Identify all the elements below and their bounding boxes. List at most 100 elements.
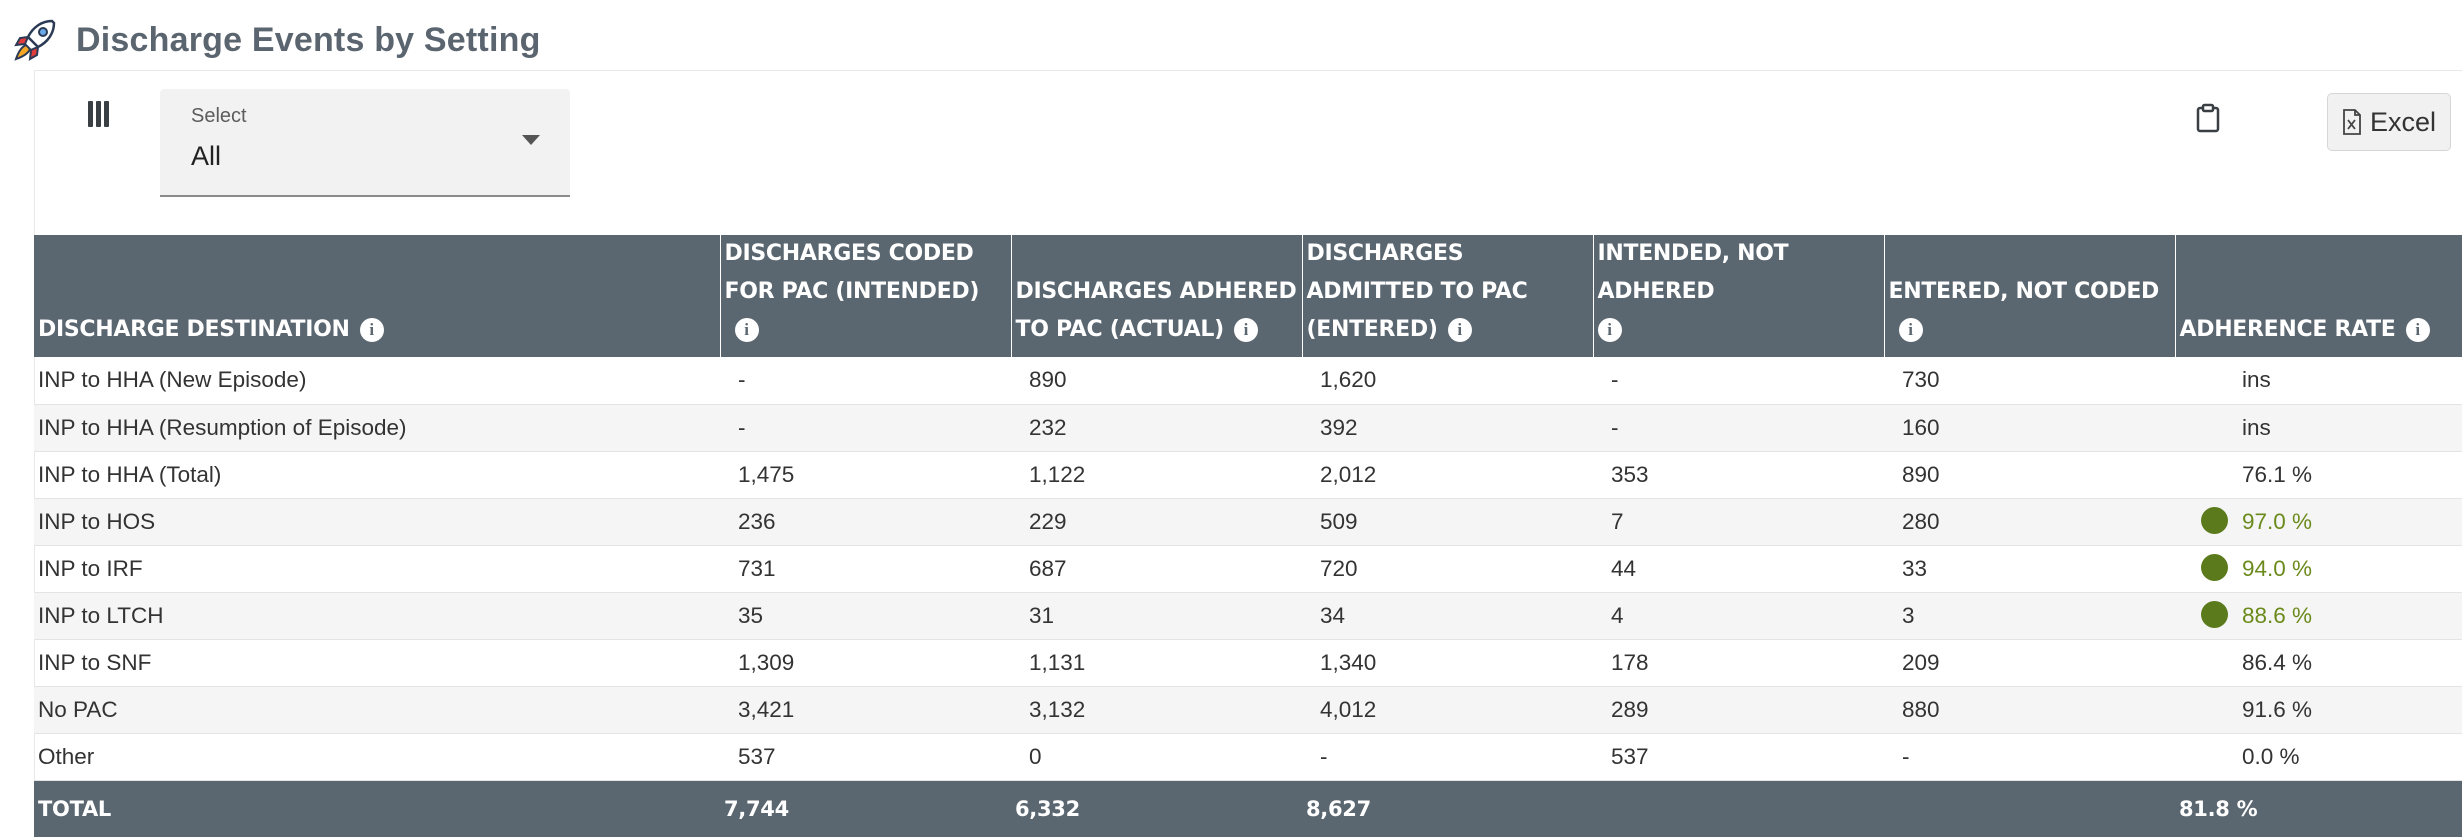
- page-header: Discharge Events by Setting: [12, 8, 541, 72]
- cell-destination: INP to HOS: [34, 498, 720, 545]
- cell-entered: 720: [1302, 545, 1593, 592]
- total-not-adhered: [1593, 780, 1884, 837]
- cell-adherence-rate: 97.0 %: [2175, 498, 2462, 545]
- excel-export-button[interactable]: Excel: [2327, 93, 2451, 151]
- cell-not-coded: 33: [1884, 545, 2175, 592]
- cell-entered: 34: [1302, 592, 1593, 639]
- cell-actual: 232: [1011, 404, 1302, 451]
- cell-not-coded: 280: [1884, 498, 2175, 545]
- table-row: Other 537 0-537-0.0 %: [34, 733, 2462, 780]
- cell-intended: -: [720, 404, 1011, 451]
- column-header-entered[interactable]: DISCHARGES ADMITTED TO PAC (ENTERED) i: [1302, 235, 1593, 357]
- cell-actual: 1,131: [1011, 639, 1302, 686]
- columns-icon[interactable]: [88, 101, 110, 127]
- excel-button-label: Excel: [2370, 107, 2436, 138]
- excel-file-icon: [2342, 109, 2362, 135]
- column-header-intended[interactable]: DISCHARGES CODED FOR PAC (INTENDED)i: [720, 235, 1011, 357]
- info-icon[interactable]: i: [1899, 318, 1923, 342]
- cell-intended: 731: [720, 545, 1011, 592]
- cell-destination: Other: [34, 733, 720, 780]
- table-row: INP to HOS 236 229 509 7 280 97.0 %: [34, 498, 2462, 545]
- column-header-not-adhered[interactable]: INTENDED, NOT ADHERED i: [1593, 235, 1884, 357]
- column-header-adherence-rate[interactable]: ADHERENCE RATE i: [2175, 235, 2462, 357]
- cell-intended: 35: [720, 592, 1011, 639]
- cell-entered: 1,620: [1302, 357, 1593, 404]
- cell-actual: 0: [1011, 733, 1302, 780]
- cell-not-adhered: -: [1593, 404, 1884, 451]
- cell-not-adhered: 44: [1593, 545, 1884, 592]
- total-adherence-rate: 81.8 %: [2175, 780, 2462, 837]
- cell-destination: INP to SNF: [34, 639, 720, 686]
- total-entered: 8,627: [1302, 780, 1593, 837]
- cell-intended: 236: [720, 498, 1011, 545]
- cell-not-coded: 890: [1884, 451, 2175, 498]
- cell-not-coded: 160: [1884, 404, 2175, 451]
- cell-intended: 1,475: [720, 451, 1011, 498]
- status-dot-icon: [2201, 554, 2228, 581]
- cell-entered: 509: [1302, 498, 1593, 545]
- cell-entered: -: [1302, 733, 1593, 780]
- cell-actual: 31: [1011, 592, 1302, 639]
- cell-not-adhered: 7: [1593, 498, 1884, 545]
- column-header-actual[interactable]: DISCHARGES ADHERED TO PAC (ACTUAL) i: [1011, 235, 1302, 357]
- cell-actual: 1,122: [1011, 451, 1302, 498]
- info-icon[interactable]: i: [1448, 318, 1472, 342]
- clipboard-icon[interactable]: [2196, 103, 2220, 133]
- rocket-icon: [12, 17, 58, 63]
- table-row: INP to HHA (Resumption of Episode) -232 39…: [34, 404, 2462, 451]
- total-row: TOTAL 7,744 6,332 8,627 81.8 %: [34, 780, 2462, 837]
- info-icon[interactable]: i: [360, 318, 384, 342]
- status-dot-icon: [2201, 507, 2228, 534]
- column-header-not-coded[interactable]: ENTERED, NOT CODEDi: [1884, 235, 2175, 357]
- table-header-row: DISCHARGE DESTINATION i DISCHARGES CODED …: [34, 235, 2462, 357]
- select-label: Select: [191, 105, 247, 128]
- cell-not-coded: 730: [1884, 357, 2175, 404]
- cell-actual: 3,132: [1011, 686, 1302, 733]
- cell-not-coded: 209: [1884, 639, 2175, 686]
- status-dot-icon: [2201, 601, 2228, 628]
- total-not-coded: [1884, 780, 2175, 837]
- info-icon[interactable]: i: [1598, 318, 1622, 342]
- table-row: INP to HHA (Total) 1,475 1,122 2,012 353 890 7…: [34, 451, 2462, 498]
- cell-intended: 3,421: [720, 686, 1011, 733]
- chevron-down-icon: [522, 135, 540, 145]
- cell-adherence-rate: 94.0 %: [2175, 545, 2462, 592]
- cell-adherence-rate: 88.6 %: [2175, 592, 2462, 639]
- cell-adherence-rate: 91.6 %: [2175, 686, 2462, 733]
- filter-select[interactable]: Select All: [160, 89, 570, 197]
- table-row: No PAC 3,421 3,132 4,012 289 880 91.6 %: [34, 686, 2462, 733]
- cell-actual: 687: [1011, 545, 1302, 592]
- cell-adherence-rate: ins: [2175, 404, 2462, 451]
- cell-adherence-rate: 76.1 %: [2175, 451, 2462, 498]
- cell-destination: INP to HHA (New Episode): [34, 357, 720, 404]
- cell-intended: -: [720, 357, 1011, 404]
- cell-actual: 229: [1011, 498, 1302, 545]
- cell-adherence-rate: 0.0 %: [2175, 733, 2462, 780]
- cell-adherence-rate: 86.4 %: [2175, 639, 2462, 686]
- cell-not-adhered: 4: [1593, 592, 1884, 639]
- total-actual: 6,332: [1011, 780, 1302, 837]
- cell-intended: 537: [720, 733, 1011, 780]
- discharge-table: DISCHARGE DESTINATION i DISCHARGES CODED …: [34, 235, 2462, 837]
- cell-not-adhered: 289: [1593, 686, 1884, 733]
- select-value: All: [191, 141, 221, 172]
- cell-intended: 1,309: [720, 639, 1011, 686]
- info-icon[interactable]: i: [735, 318, 759, 342]
- column-header-destination[interactable]: DISCHARGE DESTINATION i: [34, 235, 720, 357]
- cell-entered: 2,012: [1302, 451, 1593, 498]
- cell-actual: 890: [1011, 357, 1302, 404]
- cell-destination: INP to LTCH: [34, 592, 720, 639]
- cell-entered: 1,340: [1302, 639, 1593, 686]
- info-icon[interactable]: i: [2406, 318, 2430, 342]
- page-title: Discharge Events by Setting: [76, 21, 541, 60]
- cell-entered: 392: [1302, 404, 1593, 451]
- table-row: INP to IRF 731 687 720 44 33 94.0 %: [34, 545, 2462, 592]
- cell-not-coded: 880: [1884, 686, 2175, 733]
- info-icon[interactable]: i: [1234, 318, 1258, 342]
- table-row: INP to HHA (New Episode) -890 1,620-730 ins: [34, 357, 2462, 404]
- cell-not-adhered: 537: [1593, 733, 1884, 780]
- cell-entered: 4,012: [1302, 686, 1593, 733]
- table-row: INP to LTCH 35 31 34 4 3 88.6 %: [34, 592, 2462, 639]
- cell-not-adhered: -: [1593, 357, 1884, 404]
- cell-destination: INP to IRF: [34, 545, 720, 592]
